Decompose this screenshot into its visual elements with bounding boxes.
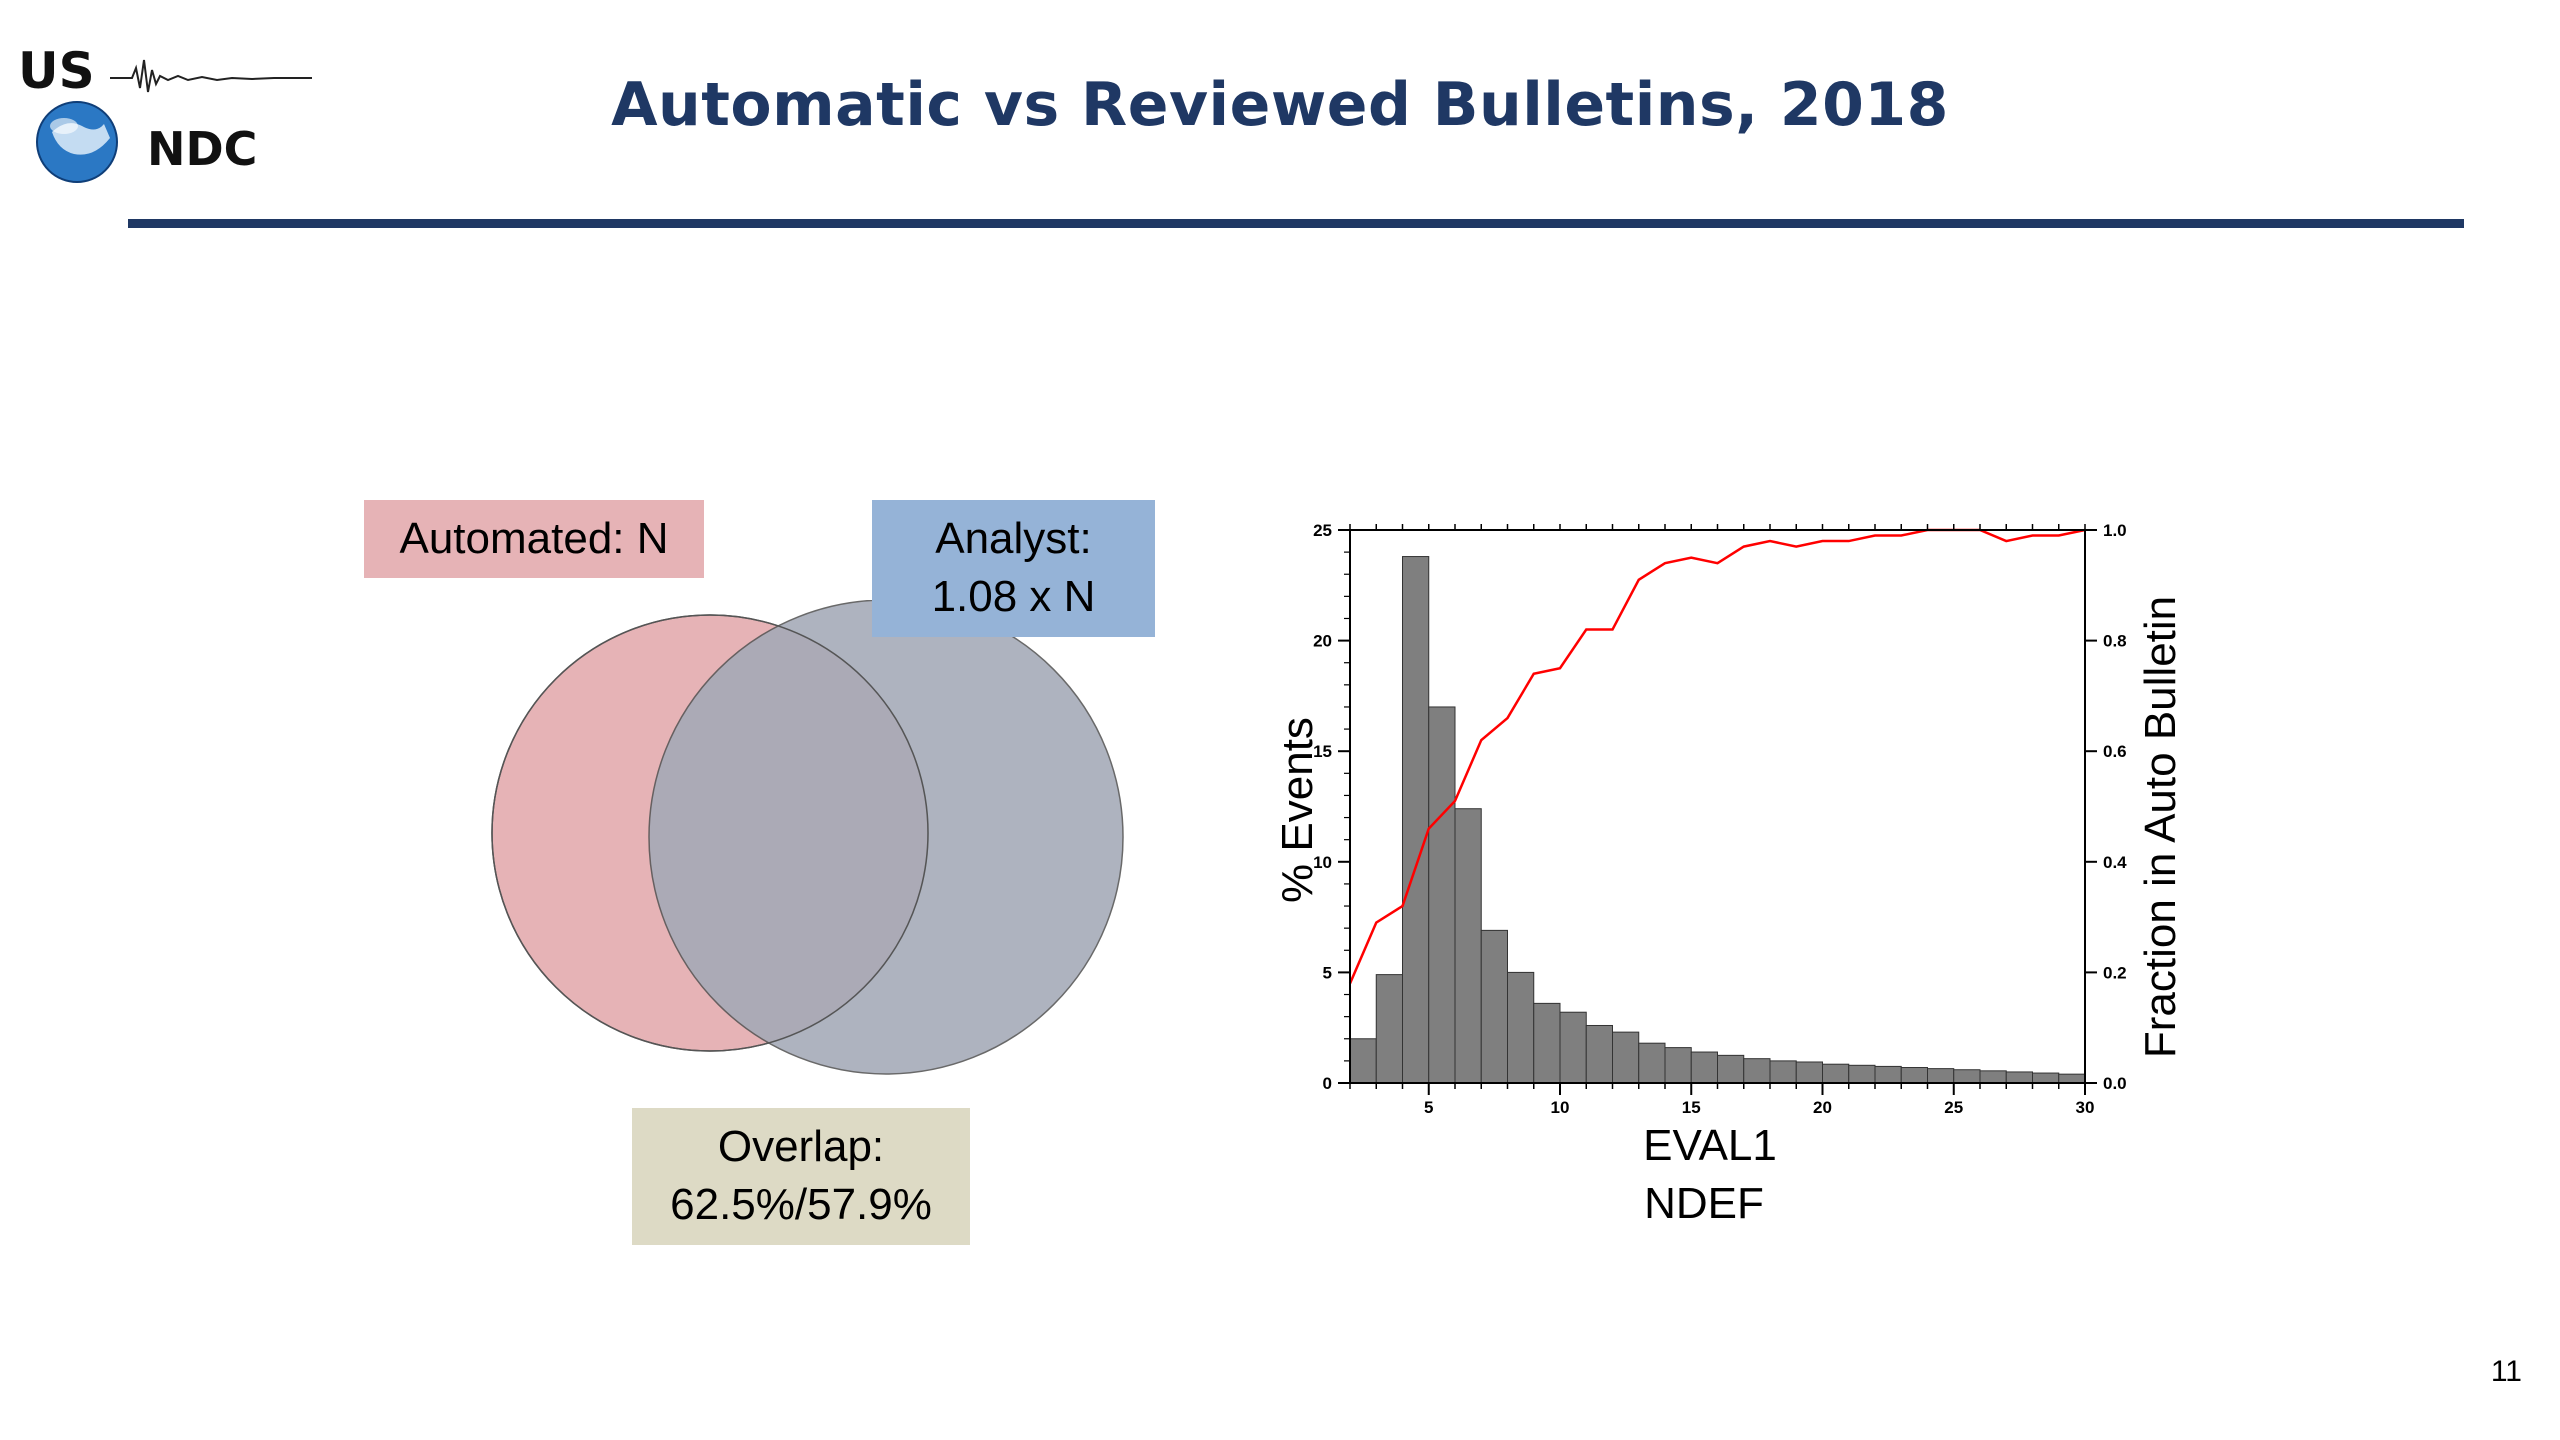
venn-diagram [491, 600, 1124, 1075]
histogram-bar [1638, 1042, 1666, 1084]
histogram-bar [1743, 1058, 1771, 1084]
analyst-label-box: Analyst: 1.08 x N [872, 500, 1155, 637]
y-tick-label: 15 [1313, 742, 1332, 761]
automated-circle-outline [491, 614, 929, 1052]
histogram-bar [1428, 706, 1456, 1084]
x-tick-label: 5 [1424, 1098, 1433, 1117]
histogram-bar [1664, 1047, 1692, 1084]
y-tick-label: 25 [1313, 521, 1332, 540]
y-tick-label: 5 [1323, 963, 1332, 982]
histogram-bar [1769, 1060, 1797, 1084]
histogram-bar [1454, 808, 1482, 1084]
y-tick-label: 20 [1313, 632, 1332, 651]
histogram-bar [2005, 1071, 2033, 1084]
histogram-bar [2058, 1073, 2086, 1084]
y2-tick-label: 0.8 [2103, 632, 2127, 651]
y-tick-label: 0 [1323, 1074, 1332, 1093]
slide-title: Automatic vs Reviewed Bulletins, 2018 [611, 70, 1949, 140]
overlap-label-line1: Overlap: [717, 1122, 885, 1171]
histogram-bar [1690, 1051, 1718, 1084]
x-tick-label: 10 [1551, 1098, 1570, 1117]
histogram-bar [1927, 1068, 1955, 1084]
histogram-bar [1979, 1070, 2007, 1084]
histogram-bar [1402, 556, 1430, 1084]
automated-label: Automated: N [399, 514, 669, 563]
histogram-bar [1612, 1031, 1640, 1084]
y-tick-label: 10 [1313, 853, 1332, 872]
x-tick-label: 25 [1944, 1098, 1963, 1117]
histogram-bar [1585, 1024, 1613, 1084]
usndc-logo: US NDC [18, 42, 312, 183]
page-number: 11 [2490, 1355, 2522, 1388]
y2-tick-label: 0.2 [2103, 963, 2127, 982]
histogram-bar [1480, 929, 1508, 1084]
logo-ndc-text: NDC [147, 122, 257, 176]
histogram-bar [1507, 971, 1535, 1084]
y2-tick-label: 0.0 [2103, 1074, 2127, 1093]
histogram-bar [1900, 1067, 1928, 1084]
histogram-bar [1848, 1064, 1876, 1084]
y2-axis-label: Fraction in Auto Bulletin [2136, 596, 2185, 1058]
seismogram-trace-icon [110, 59, 312, 93]
histogram-bar [1822, 1063, 1850, 1084]
histogram-bar [1874, 1065, 1902, 1084]
analyst-label-line2: 1.08 x N [931, 572, 1096, 621]
histogram-bar [1559, 1011, 1587, 1084]
histogram-bar [1717, 1054, 1745, 1084]
x-tick-label: 20 [1813, 1098, 1832, 1117]
automated-label-box: Automated: N [364, 500, 704, 578]
histogram-bar [2032, 1072, 2060, 1084]
ndef-histogram-chart: 5 10 15 20 25 3005101520250.00.20.40.60.81.0 … [1273, 521, 2185, 1228]
overlap-label-box: Overlap: 62.5%/57.9% [632, 1108, 970, 1245]
histogram-bar [1349, 1038, 1377, 1084]
x-tick-label: 30 [2076, 1098, 2095, 1117]
y2-tick-label: 0.4 [2103, 853, 2127, 872]
x-axis-label-line1: EVAL1 [1643, 1121, 1777, 1170]
histogram-bar [1375, 974, 1403, 1084]
analyst-label-line1: Analyst: [935, 514, 1092, 563]
analyst-circle [648, 600, 1124, 1075]
overlap-label-line2: 62.5%/57.9% [670, 1180, 932, 1229]
y-axis-label: % Events [1273, 717, 1322, 903]
title-divider [128, 219, 2464, 228]
histogram-bar [1953, 1069, 1981, 1084]
x-axis-label-line2: NDEF [1644, 1179, 1764, 1228]
y2-tick-label: 1.0 [2103, 521, 2127, 540]
histogram-bar [1795, 1061, 1823, 1084]
logo-us-text: US [18, 42, 95, 100]
globe-highlight-icon [50, 118, 78, 134]
histogram-bar [1533, 1002, 1561, 1084]
x-tick-label: 15 [1682, 1098, 1701, 1117]
y2-tick-label: 0.6 [2103, 742, 2127, 761]
